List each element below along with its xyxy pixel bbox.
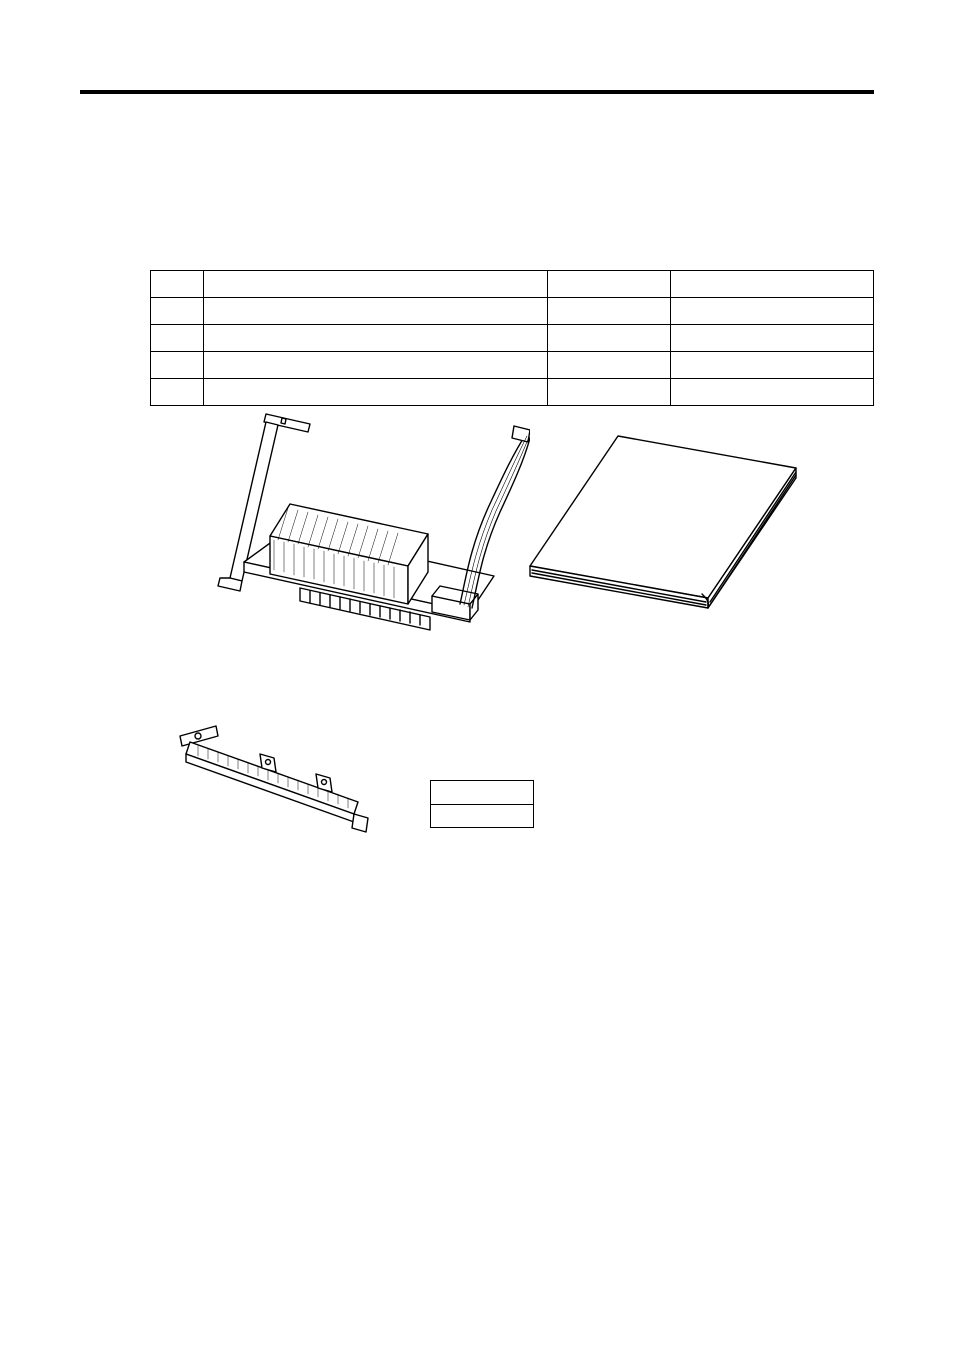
bracket-illustration: [168, 712, 388, 872]
cell-name: [204, 271, 548, 298]
cell-a: [548, 379, 671, 406]
table-row: [151, 352, 874, 379]
table-row: [151, 379, 874, 406]
cell-a: [548, 271, 671, 298]
table-row: [151, 271, 874, 298]
card-illustration: [170, 408, 530, 668]
cell-no: [151, 379, 204, 406]
cell-a: [548, 352, 671, 379]
cell-b: [671, 325, 874, 352]
table-row: [151, 298, 874, 325]
header-region: [80, 56, 874, 90]
cell-no: [151, 298, 204, 325]
cell-a: [548, 325, 671, 352]
cell-no: [151, 352, 204, 379]
cell-no: [151, 325, 204, 352]
cell-name: [204, 298, 548, 325]
cell-b: [671, 271, 874, 298]
cell-name: [204, 352, 548, 379]
cell-a: [548, 298, 671, 325]
manual-illustration: [520, 424, 810, 634]
cell-no: [151, 271, 204, 298]
inset-box: [430, 780, 534, 828]
cell-b: [671, 298, 874, 325]
table-row: [151, 325, 874, 352]
cell-b: [671, 352, 874, 379]
parts-table: [150, 270, 874, 406]
cell-name: [204, 379, 548, 406]
body-region: [150, 130, 874, 406]
cell-name: [204, 325, 548, 352]
inset-box-divider: [431, 804, 533, 805]
pre-table-spacer: [150, 130, 874, 270]
header-rule: [80, 90, 874, 94]
cell-b: [671, 379, 874, 406]
page: [0, 0, 954, 1351]
